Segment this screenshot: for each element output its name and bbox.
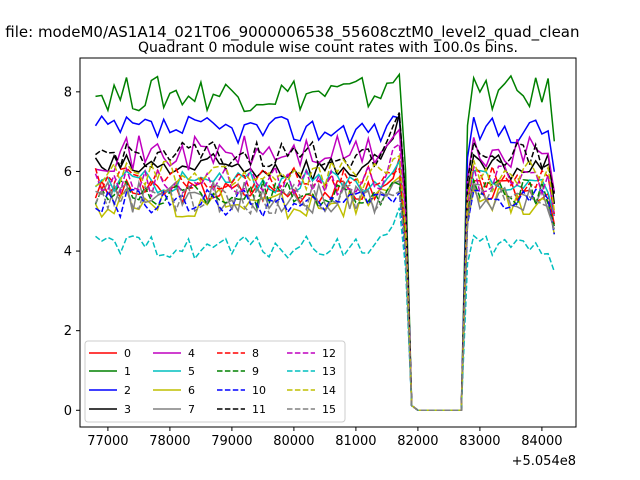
y-tick-label: 8 xyxy=(64,85,72,100)
legend-label-10: 10 xyxy=(252,384,266,397)
legend-label-3: 3 xyxy=(124,403,131,416)
legend-label-13: 13 xyxy=(322,365,336,378)
y-tick-label: 6 xyxy=(64,165,72,180)
legend-label-7: 7 xyxy=(188,403,195,416)
legend-frame xyxy=(84,340,346,423)
series-line-15 xyxy=(94,182,556,412)
series-line-7 xyxy=(95,179,556,412)
x-tick-label: 78000 xyxy=(149,434,190,449)
legend-label-14: 14 xyxy=(322,384,336,397)
legend-label-2: 2 xyxy=(124,384,131,397)
x-tick-label: 80000 xyxy=(273,434,314,449)
figure-suptitle: n file: modeM0/AS1A14_021T06_9000006538_… xyxy=(0,23,580,42)
legend-label-15: 15 xyxy=(322,403,336,416)
legend-label-1: 1 xyxy=(124,365,131,378)
series-line-2 xyxy=(94,114,556,412)
x-tick-label: 83000 xyxy=(459,434,500,449)
legend-label-11: 11 xyxy=(252,403,266,416)
legend-label-4: 4 xyxy=(188,347,195,360)
legend-label-9: 9 xyxy=(252,365,259,378)
legend-label-0: 0 xyxy=(124,347,131,360)
x-tick-label: 81000 xyxy=(335,434,376,449)
plot-frame xyxy=(79,57,577,428)
x-tick-label: 77000 xyxy=(87,434,128,449)
legend-label-8: 8 xyxy=(252,347,259,360)
series-line-9 xyxy=(94,177,556,412)
y-tick-label: 0 xyxy=(64,404,72,419)
y-tick-label: 4 xyxy=(64,245,72,260)
x-tick-label: 79000 xyxy=(211,434,252,449)
chart-title: Quadrant 0 module wise count rates with … xyxy=(138,40,518,56)
x-offset-label: +5.054e8 xyxy=(512,454,576,469)
y-axis: 0 2 4 6 8 xyxy=(64,85,80,419)
x-tick-label: 84000 xyxy=(521,434,562,449)
series-layer xyxy=(94,72,556,412)
series-line-1 xyxy=(95,72,556,412)
series-line-14 xyxy=(95,154,556,412)
x-axis: 77000 78000 79000 80000 81000 82000 83000 84000 xyxy=(87,427,563,449)
x-tick-label: 82000 xyxy=(397,434,438,449)
y-tick-label: 2 xyxy=(64,324,72,339)
series-line-12 xyxy=(94,142,556,412)
legend-label-12: 12 xyxy=(322,347,336,360)
series-line-11 xyxy=(95,112,556,412)
legend-label-6: 6 xyxy=(188,384,195,397)
legend-label-5: 5 xyxy=(188,365,195,378)
